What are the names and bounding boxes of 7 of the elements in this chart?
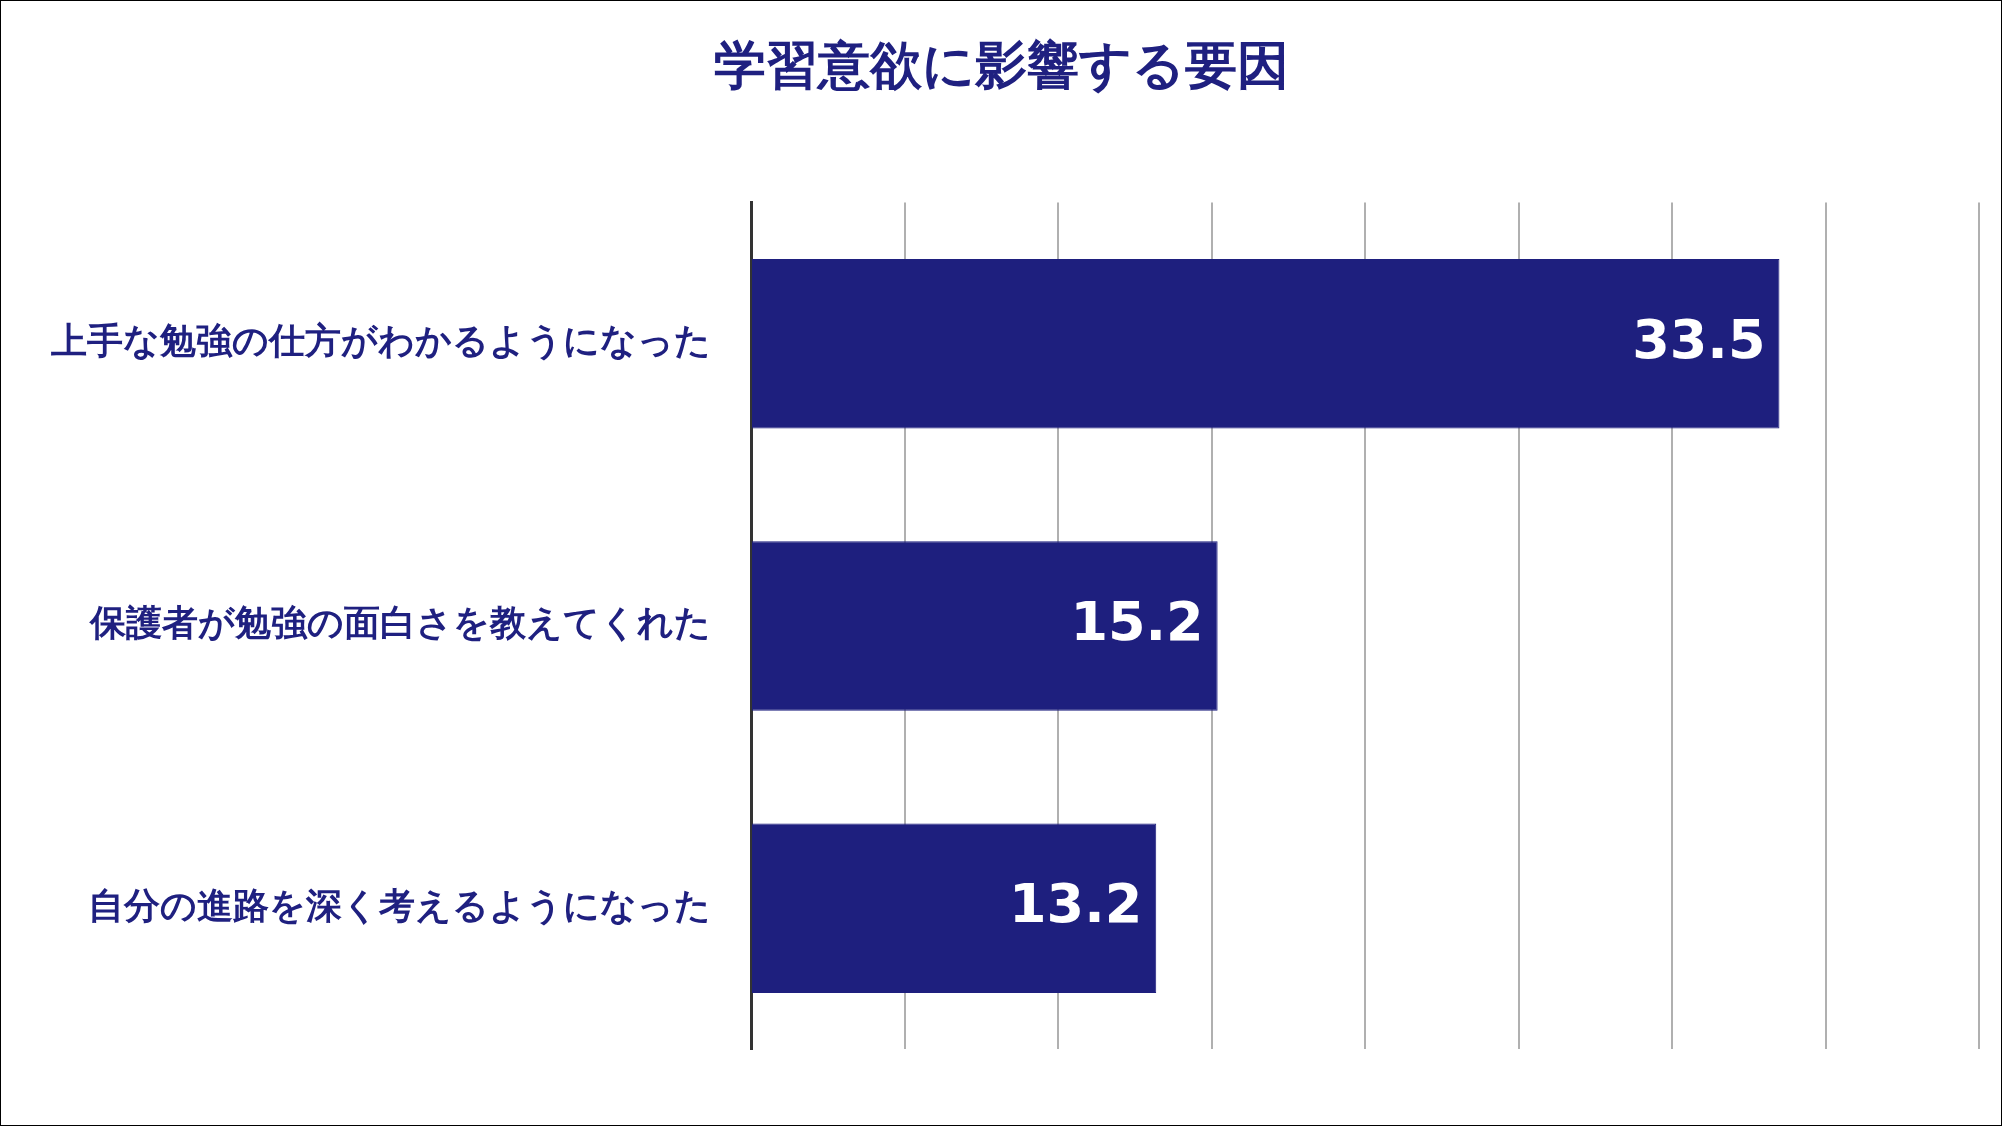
data-label: 13.2 [1009,872,1143,936]
y-tick-label: 保護者が勉強の面白さを教えてくれた [88,602,711,644]
y-tick-label: 上手な勉強の仕方がわかるようになった [51,320,711,362]
chart-title: 学習意欲に影響する要因 [712,34,1290,97]
y-tick-label: 自分の進路を深く考えるようになった [88,884,711,926]
data-label: 15.2 [1070,590,1204,654]
data-label: 33.5 [1632,307,1766,371]
